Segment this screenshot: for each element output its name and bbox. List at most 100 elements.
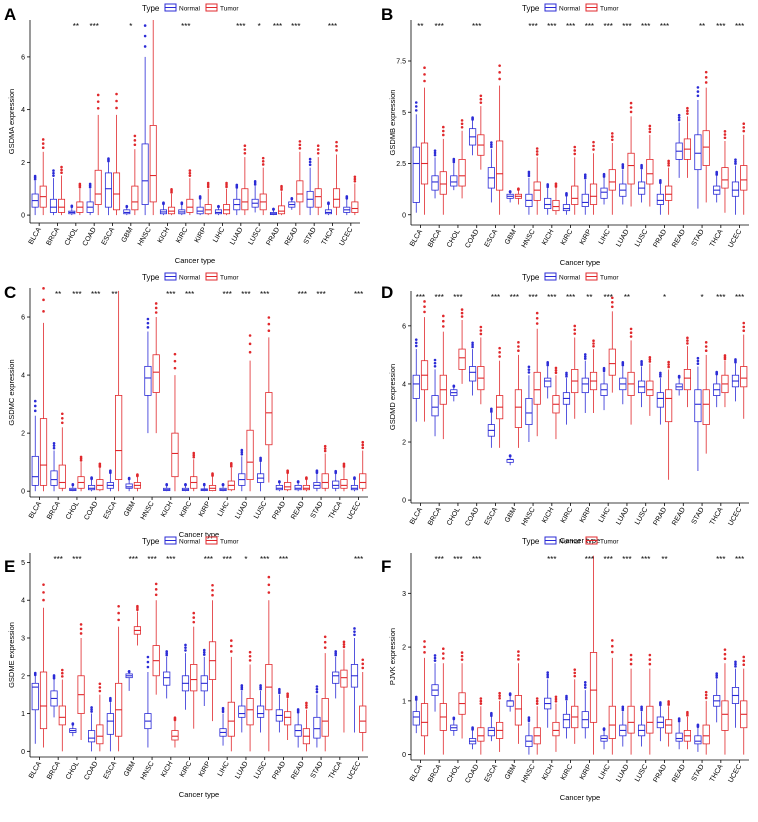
box-iqr: [589, 183, 598, 205]
x-tick-label: KICH: [157, 227, 171, 245]
outlier-point: [734, 358, 737, 361]
outlier-point: [414, 109, 418, 112]
significance-label: ***: [416, 293, 425, 302]
significance-label: ***: [185, 290, 194, 299]
box-iqr: [340, 669, 348, 688]
outlier-point: [33, 671, 37, 675]
outlier-point: [136, 604, 139, 608]
tumor-box-hnsc: [149, 20, 157, 216]
outlier-point: [240, 450, 244, 454]
outlier-point: [79, 632, 83, 635]
significance-label: ***: [491, 293, 500, 302]
tumor-box-blca: [39, 138, 47, 216]
tumor-box-gbm: [133, 604, 142, 646]
y-tick-label: 0: [402, 752, 406, 759]
box-iqr: [450, 175, 458, 187]
box-iqr: [87, 484, 96, 491]
normal-box-chol: [68, 204, 76, 216]
outlier-point: [583, 355, 587, 358]
normal-box-blca: [31, 174, 39, 216]
outlier-point: [165, 650, 169, 653]
box-iqr: [731, 181, 740, 197]
y-tick-label: 0: [21, 749, 25, 756]
x-tick-label: ESCA: [103, 500, 119, 520]
tumor-box-kirp: [589, 140, 598, 215]
outlier-point: [677, 118, 681, 122]
significance-label: ***: [566, 293, 575, 302]
outlier-point: [248, 659, 252, 662]
outlier-point: [441, 657, 445, 660]
box-iqr: [204, 204, 212, 215]
y-tick-label: 1: [402, 698, 406, 705]
outlier-point: [60, 171, 63, 174]
outlier-point: [88, 182, 92, 186]
y-tick-label: 3: [402, 591, 406, 598]
outlier-point: [361, 666, 365, 670]
outlier-point: [60, 412, 64, 416]
outlier-point: [146, 326, 150, 329]
outlier-point: [742, 321, 746, 325]
outlier-point: [211, 583, 214, 587]
normal-box-prad: [275, 687, 283, 733]
x-tick-label: UCEC: [346, 501, 362, 522]
outlier-point: [535, 311, 539, 315]
box-iqr: [58, 198, 66, 213]
outlier-point: [154, 582, 158, 586]
x-tick-label: KIRP: [198, 500, 212, 518]
box-iqr: [359, 705, 367, 733]
x-tick-label: LUSC: [634, 229, 649, 249]
outlier-point: [154, 593, 158, 597]
outlier-point: [315, 690, 319, 694]
tumor-box-thca: [333, 140, 341, 216]
y-axis-title: GSDMD expression: [388, 364, 397, 430]
normal-box-luad: [619, 163, 627, 205]
outlier-point: [573, 152, 577, 156]
outlier-point: [527, 365, 531, 369]
outlier-point: [686, 342, 689, 345]
outlier-point: [170, 187, 173, 191]
outlier-point: [42, 583, 45, 586]
outlier-point: [479, 697, 483, 700]
outlier-point: [686, 109, 689, 113]
y-tick-label: 5: [402, 110, 406, 117]
normal-box-blca: [31, 399, 39, 492]
box-iqr: [608, 169, 616, 191]
significance-label: *: [244, 555, 247, 564]
outlier-point: [316, 148, 320, 151]
tumor-box-coad: [477, 697, 485, 755]
outlier-point: [667, 700, 670, 703]
panel-c: C Type Normal Tumor 0 2 4 6 GSDMC expression Canc…: [4, 272, 368, 539]
outlier-point: [286, 692, 289, 695]
y-tick-label: 0: [21, 213, 25, 220]
outlier-point: [686, 339, 689, 342]
box-iqr: [525, 398, 533, 425]
outlier-point: [202, 653, 206, 656]
normal-box-gbm: [506, 190, 514, 203]
normal-box-hnsc: [141, 24, 149, 216]
outlier-point: [479, 94, 483, 98]
x-tick-label: KIRP: [579, 506, 593, 524]
outlier-point: [98, 462, 102, 466]
box-iqr: [284, 711, 292, 726]
outlier-point: [323, 449, 327, 453]
significance-label: *: [663, 293, 666, 302]
significance-label: ***: [510, 293, 519, 302]
significance-label: ***: [260, 290, 269, 299]
normal-box-thca: [713, 370, 721, 408]
significance-label: ***: [566, 22, 575, 31]
box-iqr: [608, 348, 616, 376]
outlier-point: [315, 469, 319, 472]
box-iqr: [39, 671, 48, 730]
x-tick-label: BRCA: [427, 228, 443, 249]
tumor-box-luad: [627, 327, 635, 425]
significance-label: ***: [716, 293, 725, 302]
outlier-point: [648, 358, 652, 361]
normal-box-coad: [468, 116, 477, 156]
outlier-point: [433, 361, 437, 365]
outlier-point: [60, 668, 64, 672]
outlier-point: [316, 144, 320, 148]
outlier-point: [60, 165, 63, 169]
outlier-point: [361, 662, 365, 666]
tumor-box-brca: [439, 314, 447, 440]
outlier-point: [686, 336, 689, 340]
